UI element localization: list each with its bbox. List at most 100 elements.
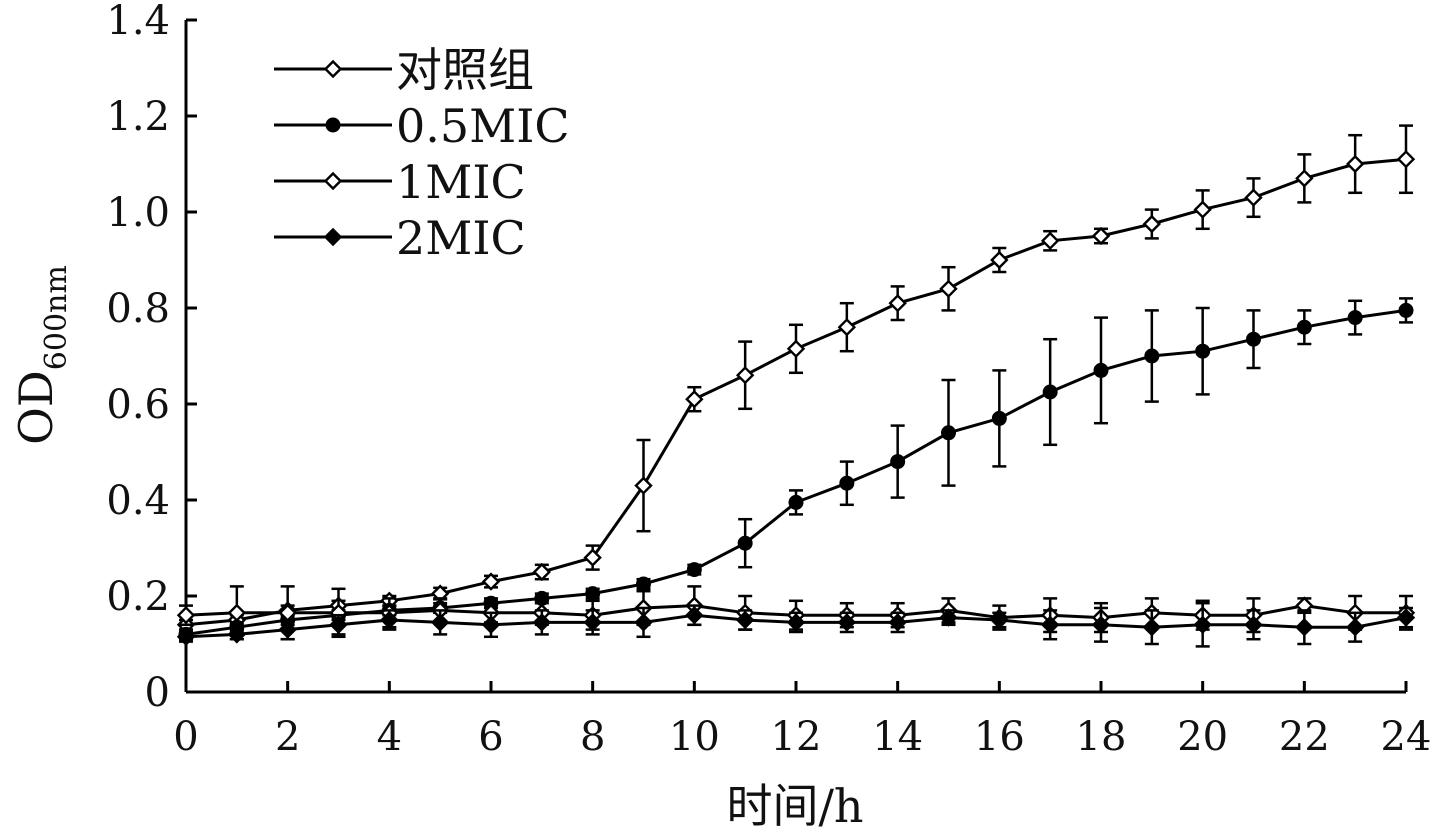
data-point: [1091, 615, 1111, 634]
data-point: [634, 613, 653, 632]
x-tick-label: 12: [771, 714, 822, 760]
data-point: [888, 613, 907, 632]
x-tick-label: 20: [1177, 714, 1228, 760]
data-point: [1246, 331, 1261, 347]
data-point: [1042, 384, 1058, 400]
data-point: [890, 454, 906, 470]
data-point: [990, 250, 1009, 270]
data-point: [481, 615, 501, 634]
data-point: [278, 620, 297, 639]
x-tick-label: 4: [377, 714, 402, 760]
x-tick-label: 8: [580, 714, 605, 760]
legend-marker: [323, 171, 343, 191]
y-tick-label: 1.4: [106, 0, 170, 44]
x-tick-label: 16: [974, 714, 1025, 760]
y-tick-label: 0.4: [106, 478, 170, 524]
data-point: [786, 613, 806, 632]
data-point: [583, 613, 602, 632]
data-point: [634, 476, 653, 495]
data-point: [1093, 362, 1109, 378]
data-point: [1091, 226, 1111, 246]
data-point: [1295, 618, 1314, 637]
data-point: [1296, 319, 1312, 335]
data-point: [329, 615, 348, 634]
x-tick-label: 0: [173, 714, 198, 760]
data-point: [1193, 200, 1212, 219]
data-point: [176, 627, 196, 646]
data-point: [888, 294, 907, 313]
data-point: [735, 610, 755, 630]
data-point: [583, 548, 602, 567]
legend-item: 2MIC: [274, 211, 526, 265]
data-point: [839, 475, 855, 491]
data-point: [1142, 214, 1162, 234]
data-point: [1396, 608, 1416, 627]
legend-label: 0.5MIC: [396, 99, 570, 153]
series-4: [176, 601, 1416, 648]
legend-item: 0.5MIC: [274, 99, 570, 153]
data-point: [176, 606, 196, 625]
series-line: [185, 157, 1407, 627]
y-tick-label: 0: [145, 670, 170, 716]
data-point: [939, 279, 958, 298]
data-point: [481, 572, 501, 591]
legend-item: 对照组: [274, 43, 534, 97]
legend-marker: [323, 227, 343, 247]
data-point: [788, 494, 804, 510]
data-point: [685, 606, 704, 625]
data-point: [837, 318, 857, 337]
y-axis-title: OD600nm: [9, 265, 74, 445]
data-point: [1244, 188, 1263, 207]
data-point: [227, 625, 247, 644]
x-tick-label: 10: [669, 714, 720, 760]
data-point: [1398, 302, 1414, 318]
data-point: [1040, 231, 1060, 250]
data-point: [941, 425, 956, 441]
data-point: [585, 586, 601, 602]
data-point: [1295, 169, 1314, 188]
x-tick-label: 18: [1076, 714, 1127, 760]
legend-label: 1MIC: [396, 155, 526, 209]
data-point: [1195, 343, 1211, 359]
data-point: [1345, 154, 1365, 174]
legend-item: 1MIC: [274, 155, 526, 209]
y-tick-label: 0.2: [106, 574, 170, 620]
data-point: [636, 576, 651, 592]
data-point: [737, 535, 753, 551]
data-point: [1244, 615, 1263, 634]
axis-ticks: 0 2 4 6 8 10 12 14 16 18 20 22 2400.20.40.60.81.01.2…: [106, 0, 1431, 760]
x-tick-label: 2: [275, 714, 300, 760]
y-tick-label: 0.6: [106, 382, 170, 428]
data-point: [380, 610, 399, 630]
data-point: [1193, 615, 1212, 634]
data-point: [939, 608, 958, 627]
x-axis-title: 时间/h: [726, 779, 863, 832]
data-point: [1345, 618, 1365, 637]
data-point: [227, 603, 247, 622]
y-tick-label: 1.0: [106, 190, 170, 236]
data-point: [685, 390, 704, 409]
data-point: [1040, 615, 1060, 634]
data-point: [1396, 150, 1416, 169]
data-point: [686, 562, 702, 578]
legend-marker: [323, 59, 343, 79]
data-point: [532, 562, 552, 582]
legend-marker: [325, 117, 341, 133]
data-point: [991, 410, 1007, 426]
data-point: [735, 366, 755, 385]
data-point: [990, 610, 1009, 630]
data-point: [430, 613, 450, 632]
data-point: [532, 613, 552, 632]
data-point: [837, 613, 857, 632]
legend-label: 2MIC: [396, 211, 526, 265]
data-point: [1347, 310, 1363, 326]
data-point: [1144, 348, 1160, 364]
x-tick-label: 14: [872, 714, 923, 760]
data-point: [1142, 618, 1162, 637]
x-tick-label: 24: [1381, 714, 1432, 760]
plot-area: [176, 124, 1416, 648]
y-axis-title-main: OD: [9, 370, 63, 445]
y-axis-title-subscript: 600nm: [39, 265, 74, 370]
